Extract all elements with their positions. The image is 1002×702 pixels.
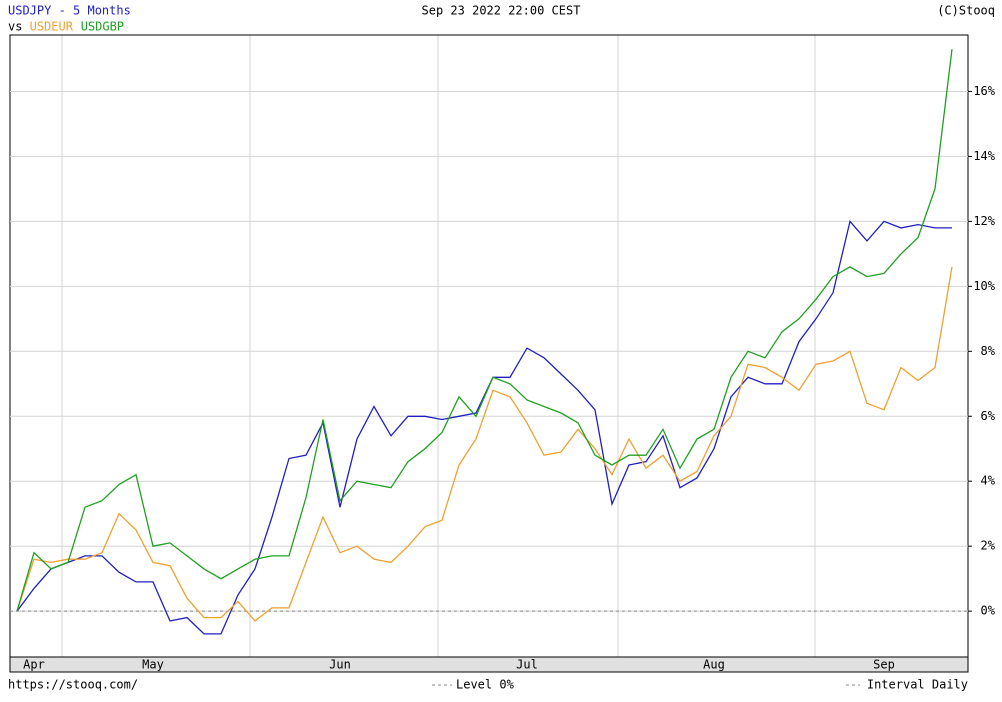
- y-tick-label: 2%: [981, 539, 996, 553]
- x-tick-label: Aug: [703, 658, 725, 672]
- legend-prefix: vs: [8, 20, 22, 34]
- y-tick-label: 10%: [973, 279, 995, 293]
- chart-title: USDJPY - 5 Months: [8, 4, 131, 18]
- y-tick-label: 4%: [981, 474, 996, 488]
- url: https://stooq.com/: [8, 678, 138, 692]
- y-tick-label: 16%: [973, 84, 995, 98]
- y-tick-label: 6%: [981, 409, 996, 423]
- source: (C)Stooq: [937, 4, 995, 18]
- date: Sep 23 2022 22:00 CEST: [422, 4, 581, 18]
- x-tick-label: Jul: [516, 658, 538, 672]
- plot-frame: [9, 34, 969, 673]
- level-legend: Level 0%: [456, 678, 515, 692]
- x-tick-label: Apr: [23, 658, 45, 672]
- series-line: [16, 266, 953, 622]
- y-tick-label: 12%: [973, 214, 995, 228]
- x-tick-label: Sep: [873, 658, 895, 672]
- x-tick-label: May: [142, 658, 164, 672]
- x-tick-label: Jun: [329, 658, 351, 672]
- legend-entry: USDEUR: [30, 20, 74, 34]
- y-tick-label: 8%: [981, 344, 996, 358]
- series-line: [16, 49, 953, 612]
- interval: Interval Daily: [867, 678, 968, 692]
- legend-entry: USDGBP: [81, 20, 124, 34]
- y-tick-label: 14%: [973, 149, 995, 163]
- x-grid: [61, 35, 816, 657]
- series-line: [16, 220, 952, 635]
- y-tick-label: 0%: [981, 604, 996, 618]
